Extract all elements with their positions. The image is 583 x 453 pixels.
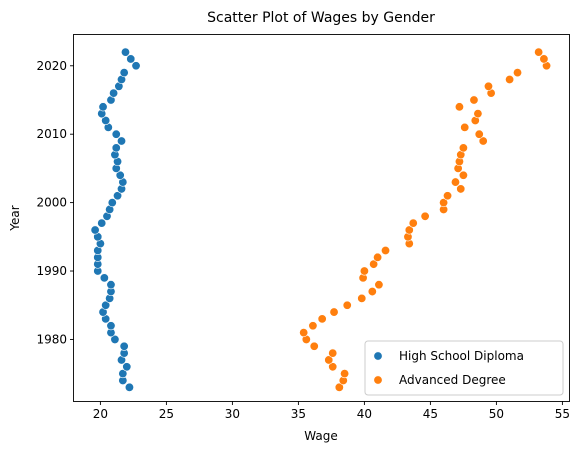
data-point	[98, 102, 108, 112]
data-point	[111, 129, 121, 139]
legend-label-high-school-diploma: High School Diploma	[399, 349, 524, 363]
data-point	[118, 369, 128, 379]
data-point	[90, 225, 100, 235]
x-axis: 20 25 30 35 40 45 50 55	[93, 401, 570, 421]
data-point	[119, 341, 129, 351]
y-axis: 1980 1990 2000 2010 2020	[36, 59, 74, 346]
series-0	[90, 47, 141, 392]
data-point	[317, 314, 327, 324]
data-point	[450, 177, 460, 187]
data-point	[404, 225, 414, 235]
y-tick-label: 2010	[36, 127, 67, 141]
chart-title: Scatter Plot of Wages by Gender	[207, 10, 435, 26]
data-point	[374, 280, 384, 290]
data-point	[408, 218, 418, 228]
legend-label-advanced-degree: Advanced Degree	[399, 373, 506, 387]
legend-marker-high-school-diploma	[373, 351, 383, 361]
y-tick-label: 2020	[36, 59, 67, 73]
data-point	[324, 355, 334, 365]
x-tick-label: 50	[489, 407, 504, 421]
data-point	[454, 102, 464, 112]
data-point	[328, 362, 338, 372]
x-tick-label: 40	[357, 407, 372, 421]
x-tick-label: 30	[225, 407, 240, 421]
data-point	[439, 198, 449, 208]
data-point	[334, 382, 344, 392]
data-point	[120, 47, 130, 57]
data-point	[308, 321, 318, 331]
data-point	[373, 252, 383, 262]
x-tick-label: 20	[93, 407, 108, 421]
data-point	[367, 287, 377, 297]
data-point	[126, 54, 136, 64]
y-tick-label: 1990	[36, 264, 67, 278]
data-point	[473, 109, 483, 119]
legend: High School Diploma Advanced Degree	[364, 340, 564, 396]
data-point	[458, 170, 468, 180]
data-point	[340, 369, 350, 379]
data-point	[456, 184, 466, 194]
x-tick-label: 25	[159, 407, 174, 421]
data-point	[110, 334, 120, 344]
data-point	[539, 54, 549, 64]
x-tick-label: 35	[291, 407, 306, 421]
data-point	[109, 88, 119, 98]
data-point	[309, 341, 319, 351]
data-point	[119, 68, 129, 78]
data-point	[113, 191, 123, 201]
data-point	[460, 122, 470, 132]
data-point	[381, 245, 391, 255]
data-point	[117, 136, 127, 146]
data-point	[122, 362, 132, 372]
data-point	[443, 191, 453, 201]
data-point	[115, 170, 125, 180]
data-point	[469, 95, 479, 105]
data-point	[329, 307, 339, 317]
data-point	[513, 68, 523, 78]
data-point	[106, 280, 116, 290]
data-point	[99, 273, 109, 283]
data-point	[97, 218, 107, 228]
data-point	[359, 266, 369, 276]
data-point	[458, 143, 468, 153]
data-point	[534, 47, 544, 57]
data-point	[299, 328, 309, 338]
data-point	[131, 61, 141, 71]
x-tick-label: 55	[555, 407, 570, 421]
data-point	[101, 116, 111, 126]
x-tick-label: 45	[423, 407, 438, 421]
data-point	[124, 382, 134, 392]
data-point	[111, 143, 121, 153]
y-tick-label: 1980	[36, 332, 67, 346]
y-tick-label: 2000	[36, 196, 67, 210]
data-point	[483, 81, 493, 91]
data-point	[106, 321, 116, 331]
data-point	[505, 74, 515, 84]
x-axis-label: Wage	[304, 429, 337, 443]
legend-marker-advanced-degree	[373, 375, 383, 385]
series-1	[299, 47, 552, 392]
data-point	[101, 300, 111, 310]
data-point	[357, 293, 367, 303]
data-point	[420, 211, 430, 221]
data-point	[478, 136, 488, 146]
data-point	[369, 259, 379, 269]
data-point	[328, 348, 338, 358]
data-point	[342, 300, 352, 310]
data-point	[474, 129, 484, 139]
data-point	[107, 198, 117, 208]
y-axis-label: Year	[8, 205, 22, 231]
plot-area	[90, 47, 552, 392]
legend-box	[364, 340, 564, 396]
plot-frame	[73, 34, 570, 402]
